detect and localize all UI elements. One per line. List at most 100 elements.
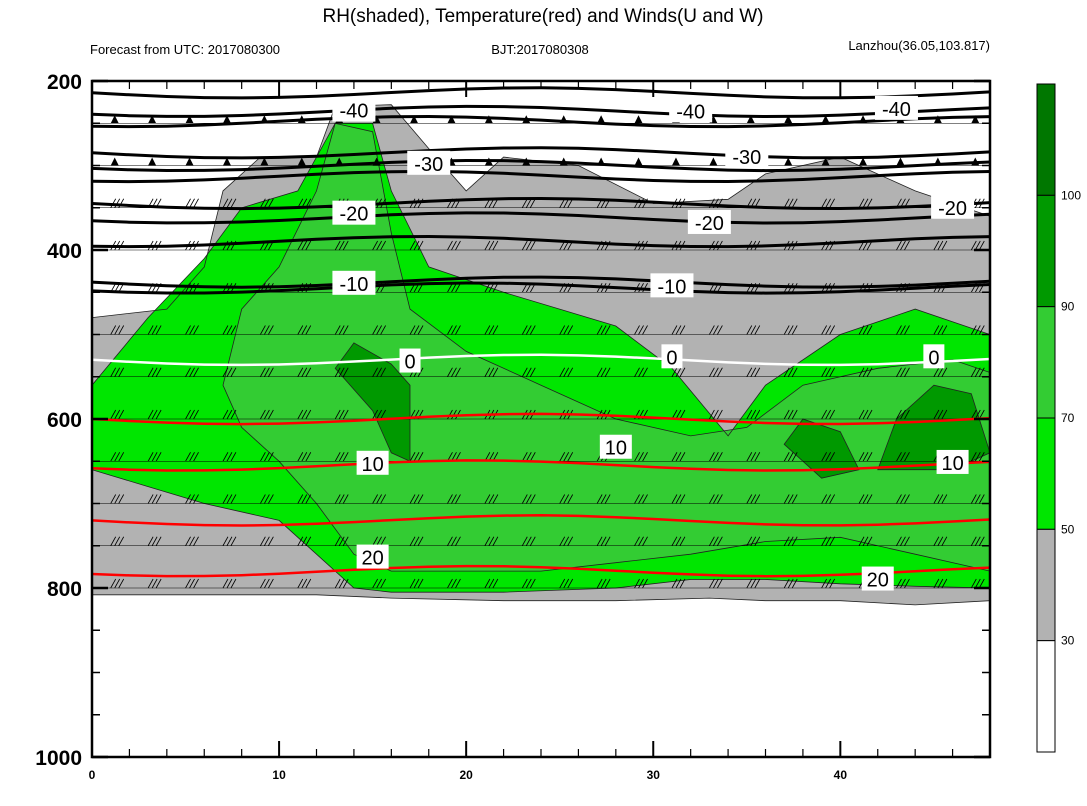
wind-barb — [305, 409, 312, 420]
wind-barb — [825, 325, 831, 335]
wind-barb — [151, 578, 158, 589]
wind-barb — [376, 325, 382, 335]
temperature-contour-line — [92, 86, 990, 100]
wind-barb — [372, 536, 378, 546]
wind-barb — [529, 325, 536, 335]
wind-barb — [189, 325, 195, 335]
wind-barb — [305, 325, 312, 335]
wind-barb — [896, 536, 902, 546]
wind-barb — [222, 409, 229, 420]
wind-barb — [260, 198, 266, 208]
wind-barb — [447, 578, 453, 589]
wind-barb — [305, 578, 312, 589]
wind-barb — [114, 325, 121, 335]
wind-barb — [525, 325, 532, 335]
wind-barb — [604, 578, 611, 589]
wind-barb — [787, 409, 794, 420]
wind-barb — [941, 409, 948, 420]
wind-barb — [746, 578, 753, 589]
wind-barb — [226, 367, 233, 377]
station-label: Lanzhou(36.05,103.817) — [848, 38, 990, 53]
wind-barb — [301, 452, 308, 462]
wind-barb — [970, 325, 977, 335]
wind-barb — [825, 452, 831, 462]
wind-barb — [525, 367, 532, 377]
wind-barb — [226, 536, 233, 546]
wind-barb — [484, 578, 491, 589]
wind-barb — [264, 536, 270, 546]
wind-barb — [447, 283, 453, 293]
wind-barb — [900, 325, 906, 335]
temperature-contour-line — [92, 459, 990, 472]
wind-barb — [151, 536, 158, 546]
temperature-label: 20 — [362, 548, 384, 570]
wind-barb — [521, 240, 528, 251]
wind-barb — [750, 409, 757, 420]
wind-barb — [866, 325, 873, 335]
wind-barb — [642, 325, 648, 335]
wind-barb — [933, 325, 940, 335]
wind-barb — [754, 409, 761, 420]
wind-barb — [447, 115, 456, 124]
wind-barb — [380, 240, 386, 251]
wind-barb — [193, 452, 199, 462]
wind-barb — [970, 367, 977, 377]
wind-barb — [866, 367, 873, 377]
wind-barb — [754, 367, 761, 377]
temperature-contour-line — [92, 353, 990, 367]
wind-barb — [484, 536, 491, 546]
wind-barb — [338, 367, 345, 377]
wind-barb — [110, 409, 117, 420]
wind-barb — [264, 578, 270, 589]
wind-barb — [791, 494, 798, 504]
wind-barb — [862, 325, 869, 335]
wind-barb — [937, 578, 944, 589]
wind-barb — [297, 452, 304, 462]
wind-barb — [900, 578, 906, 589]
wind-barb — [559, 452, 566, 462]
temperature-label-bg — [861, 566, 894, 591]
wind-barb — [791, 198, 798, 208]
x-tick-label: 20 — [459, 768, 473, 782]
wind-barb — [193, 325, 199, 335]
temperature-label-bg — [687, 209, 731, 234]
wind-barb — [155, 367, 162, 377]
wind-barb — [189, 452, 195, 462]
wind-barb — [342, 325, 349, 335]
wind-barb — [679, 409, 686, 420]
wind-barb — [638, 452, 644, 462]
wind-barb — [978, 578, 985, 589]
wind-barb — [634, 494, 640, 504]
wind-barb — [858, 452, 865, 462]
wind-barb — [671, 494, 678, 504]
wind-barb — [904, 367, 910, 377]
wind-barb — [679, 494, 686, 504]
y-tick-label: 400 — [47, 240, 82, 263]
wind-barb — [147, 494, 154, 504]
wind-barb — [971, 115, 980, 124]
wind-barb — [451, 283, 457, 293]
wind-barb — [301, 240, 308, 251]
wind-barb — [642, 578, 648, 589]
wind-barb — [829, 409, 835, 420]
wind-barb — [750, 367, 757, 377]
wind-barb — [222, 157, 231, 166]
temperature-label-bg — [332, 97, 376, 122]
wind-barb — [821, 198, 827, 208]
wind-barb — [222, 494, 229, 504]
wind-barb — [521, 367, 528, 377]
wind-barb — [675, 409, 682, 420]
wind-barb — [896, 325, 902, 335]
wind-barb — [829, 367, 835, 377]
wind-barb — [825, 198, 831, 208]
wind-barb — [413, 325, 420, 335]
wind-barb — [193, 409, 199, 420]
wind-barb — [783, 494, 790, 504]
wind-barb — [567, 325, 574, 335]
wind-barb — [970, 494, 977, 504]
wind-barb — [642, 367, 648, 377]
wind-barb — [862, 452, 869, 462]
wind-barb — [342, 452, 349, 462]
temperature-contour-line — [92, 158, 990, 173]
temperature-label-bg — [669, 98, 713, 123]
